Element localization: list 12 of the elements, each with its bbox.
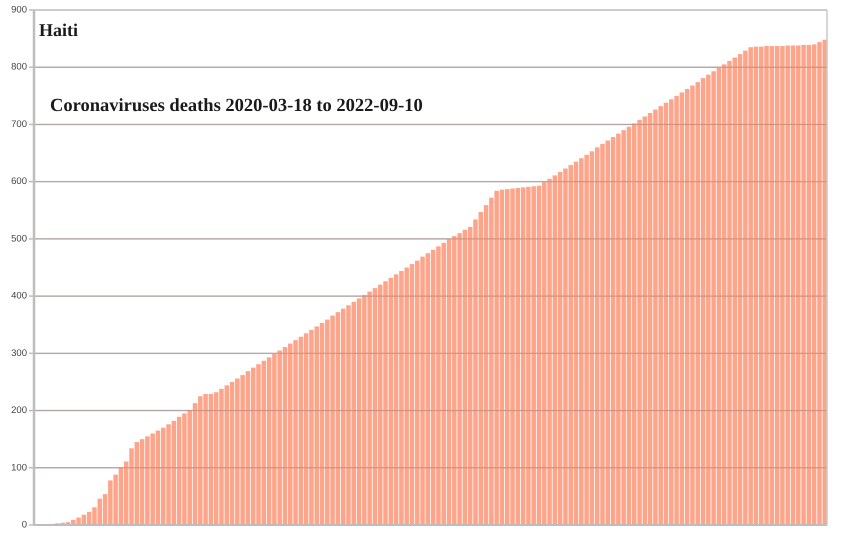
y-tick-label: 800 <box>11 62 27 73</box>
text: Coronaviruses deaths 2020-03-18 to 2022-09-10 <box>50 96 423 116</box>
y-tick-label: 500 <box>11 233 27 244</box>
y-tick-label: 100 <box>11 462 27 474</box>
text: Haiti <box>39 20 78 40</box>
y-tick-label: 400 <box>11 290 27 302</box>
y-tick-label: 700 <box>11 118 27 130</box>
y-tick-label: 0 <box>22 520 27 531</box>
y-tick-label: 600 <box>11 176 27 188</box>
y-tick-label: 300 <box>11 348 27 359</box>
y-tick-label: 200 <box>11 405 27 416</box>
y-tick-label: 900 <box>11 4 27 16</box>
